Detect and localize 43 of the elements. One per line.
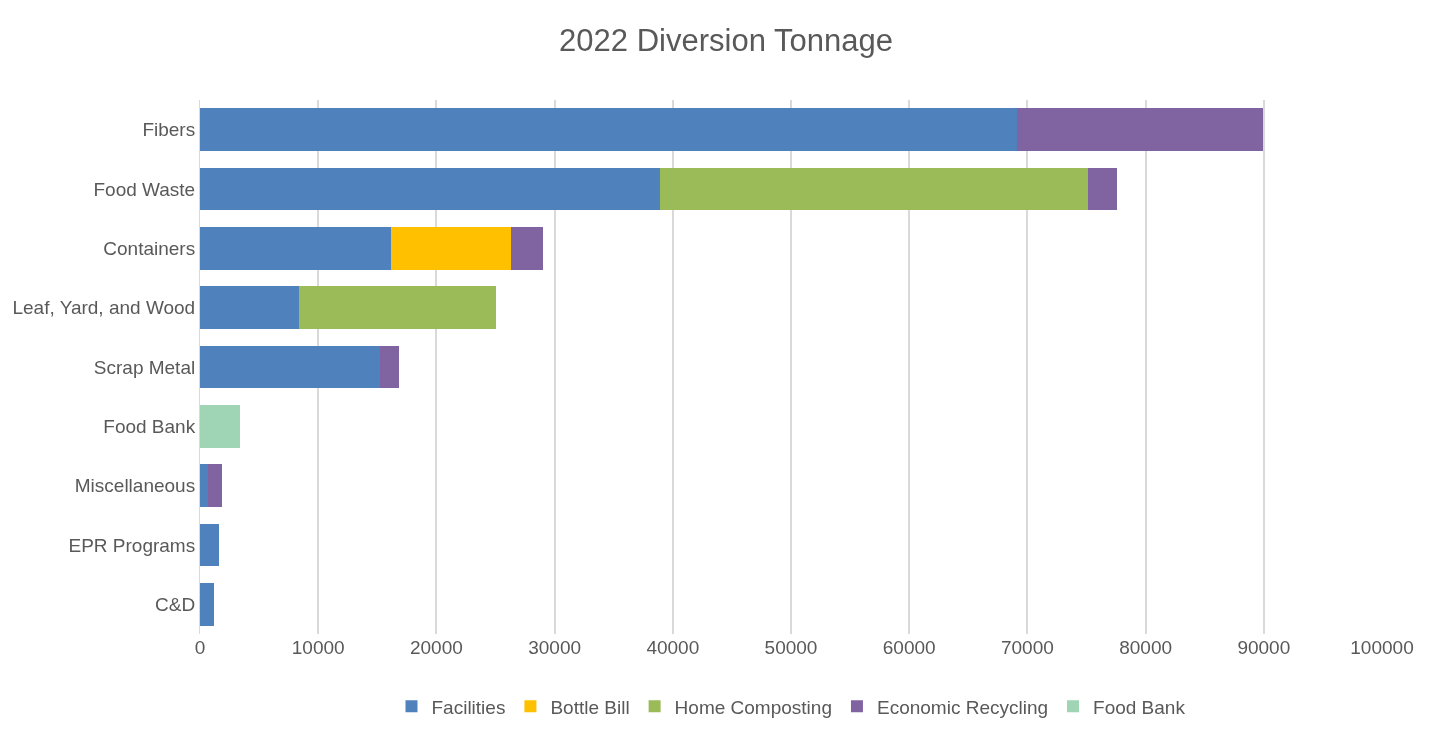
bar [379,345,399,389]
chart-title: 2022 Diversion Tonnage [559,23,893,59]
bar [510,226,543,270]
y-tick-label: Leaf, Yard, and Wood [12,297,196,319]
bar [299,286,496,330]
legend-label: Bottle Bill [550,696,630,718]
x-tick-label: 30000 [528,637,582,658]
bar [200,582,215,626]
y-tick-label: C&D [155,593,196,615]
x-tick-label: 50000 [764,637,818,658]
bar [1016,108,1263,152]
bar [200,108,1017,152]
y-tick-label: Containers [103,237,196,259]
bar [200,345,380,389]
x-tick-label: 40000 [646,637,700,658]
legend-label: Home Composting [674,696,832,718]
x-tick-label: 20000 [409,637,463,658]
x-tick-label: 10000 [291,637,345,658]
x-tick-label: 90000 [1237,637,1291,658]
bar [208,464,223,508]
y-tick-label: Food Bank [103,415,196,437]
y-tick-label: Fibers [142,119,196,141]
bar [200,404,241,448]
bar [200,226,392,270]
legend-label: Facilities [431,696,506,718]
x-tick-label: 70000 [1000,637,1054,658]
x-tick-label: 60000 [882,637,936,658]
bar [200,286,300,330]
y-tick-label: Scrap Metal [93,356,196,378]
y-tick-label: EPR Programs [68,534,196,556]
x-tick-label: 0 [194,637,206,658]
bar [200,523,219,567]
x-tick-label: 100000 [1350,637,1414,658]
bar [391,226,511,270]
legend-label: Food Bank [1093,696,1186,718]
bar [659,167,1088,211]
y-tick-label: Food Waste [93,178,196,200]
bar [1087,167,1118,211]
x-tick-label: 80000 [1119,637,1173,658]
bar [200,167,660,211]
legend-label: Economic Recycling [876,696,1049,718]
y-tick-label: Miscellaneous [74,475,196,497]
bar [200,464,209,508]
